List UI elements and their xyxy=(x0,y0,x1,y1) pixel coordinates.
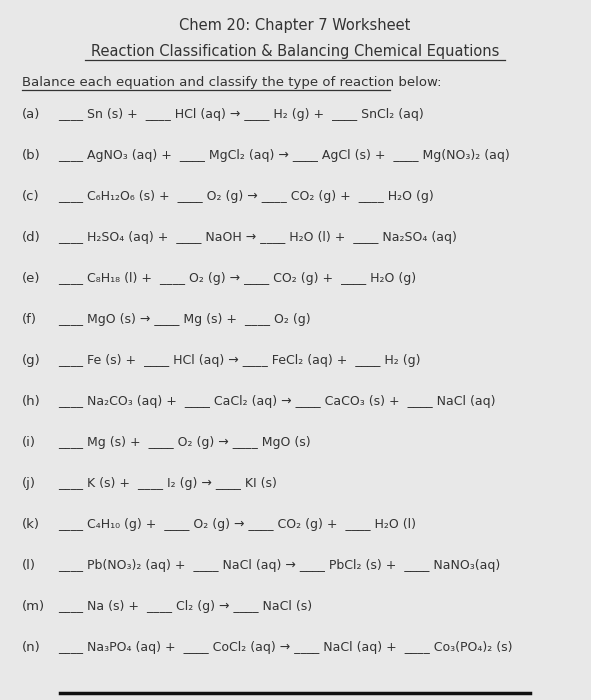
Text: Balance each equation and classify the type of reaction below:: Balance each equation and classify the t… xyxy=(22,76,441,89)
Text: Chem 20: Chapter 7 Worksheet: Chem 20: Chapter 7 Worksheet xyxy=(179,18,411,33)
Text: (i): (i) xyxy=(22,436,36,449)
Text: (g): (g) xyxy=(22,354,41,367)
Text: (d): (d) xyxy=(22,231,41,244)
Text: (h): (h) xyxy=(22,395,41,408)
Text: ____ Sn (s) +  ____ HCl (aq) → ____ H₂ (g) +  ____ SnCl₂ (aq): ____ Sn (s) + ____ HCl (aq) → ____ H₂ (g… xyxy=(58,108,424,121)
Text: (a): (a) xyxy=(22,108,40,121)
Text: ____ H₂SO₄ (aq) +  ____ NaOH → ____ H₂O (l) +  ____ Na₂SO₄ (aq): ____ H₂SO₄ (aq) + ____ NaOH → ____ H₂O (… xyxy=(58,231,457,244)
Text: ____ C₄H₁₀ (g) +  ____ O₂ (g) → ____ CO₂ (g) +  ____ H₂O (l): ____ C₄H₁₀ (g) + ____ O₂ (g) → ____ CO₂ … xyxy=(58,518,416,531)
Text: (c): (c) xyxy=(22,190,40,203)
Text: Reaction Classification & Balancing Chemical Equations: Reaction Classification & Balancing Chem… xyxy=(91,44,499,59)
Text: (l): (l) xyxy=(22,559,36,572)
Text: ____ Na₃PO₄ (aq) +  ____ CoCl₂ (aq) → ____ NaCl (aq) +  ____ Co₃(PO₄)₂ (s): ____ Na₃PO₄ (aq) + ____ CoCl₂ (aq) → ___… xyxy=(58,641,512,654)
Text: ____ C₆H₁₂O₆ (s) +  ____ O₂ (g) → ____ CO₂ (g) +  ____ H₂O (g): ____ C₆H₁₂O₆ (s) + ____ O₂ (g) → ____ CO… xyxy=(58,190,434,203)
Text: ____ Na (s) +  ____ Cl₂ (g) → ____ NaCl (s): ____ Na (s) + ____ Cl₂ (g) → ____ NaCl (… xyxy=(58,600,312,613)
Text: (m): (m) xyxy=(22,600,45,613)
Text: ____ MgO (s) → ____ Mg (s) +  ____ O₂ (g): ____ MgO (s) → ____ Mg (s) + ____ O₂ (g) xyxy=(58,313,311,326)
Text: ____ K (s) +  ____ I₂ (g) → ____ KI (s): ____ K (s) + ____ I₂ (g) → ____ KI (s) xyxy=(58,477,277,490)
Text: ____ AgNO₃ (aq) +  ____ MgCl₂ (aq) → ____ AgCl (s) +  ____ Mg(NO₃)₂ (aq): ____ AgNO₃ (aq) + ____ MgCl₂ (aq) → ____… xyxy=(58,149,510,162)
Text: ____ Mg (s) +  ____ O₂ (g) → ____ MgO (s): ____ Mg (s) + ____ O₂ (g) → ____ MgO (s) xyxy=(58,436,311,449)
Text: (e): (e) xyxy=(22,272,41,285)
Text: ____ Fe (s) +  ____ HCl (aq) → ____ FeCl₂ (aq) +  ____ H₂ (g): ____ Fe (s) + ____ HCl (aq) → ____ FeCl₂… xyxy=(58,354,421,367)
Text: (n): (n) xyxy=(22,641,41,654)
Text: ____ Pb(NO₃)₂ (aq) +  ____ NaCl (aq) → ____ PbCl₂ (s) +  ____ NaNO₃(aq): ____ Pb(NO₃)₂ (aq) + ____ NaCl (aq) → __… xyxy=(58,559,500,572)
Text: (k): (k) xyxy=(22,518,40,531)
Text: ____ C₈H₁₈ (l) +  ____ O₂ (g) → ____ CO₂ (g) +  ____ H₂O (g): ____ C₈H₁₈ (l) + ____ O₂ (g) → ____ CO₂ … xyxy=(58,272,416,285)
Text: (j): (j) xyxy=(22,477,36,490)
Text: ____ Na₂CO₃ (aq) +  ____ CaCl₂ (aq) → ____ CaCO₃ (s) +  ____ NaCl (aq): ____ Na₂CO₃ (aq) + ____ CaCl₂ (aq) → ___… xyxy=(58,395,495,408)
Text: (b): (b) xyxy=(22,149,41,162)
Text: (f): (f) xyxy=(22,313,37,326)
